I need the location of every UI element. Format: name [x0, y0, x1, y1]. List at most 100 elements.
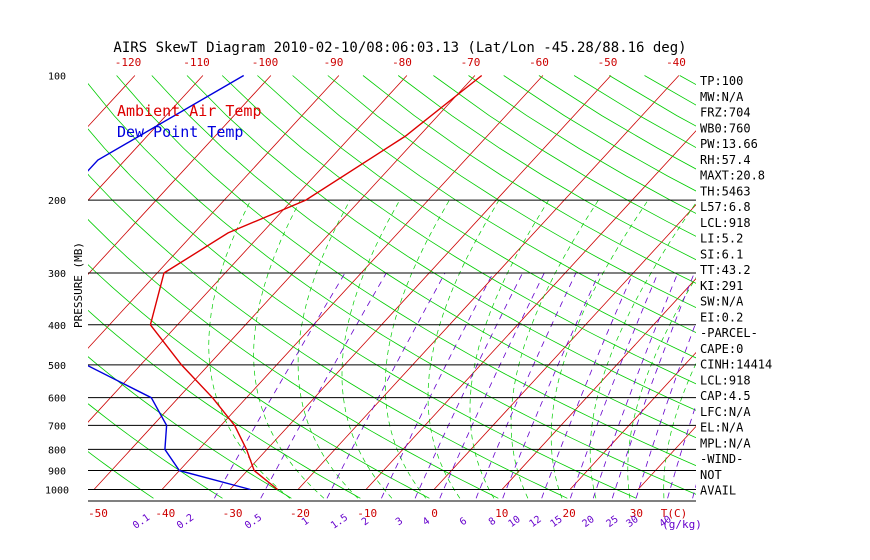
isotherm-line	[365, 130, 696, 490]
index-entry: PW:13.66	[700, 137, 758, 151]
moist-adiabat	[341, 199, 401, 499]
mixing-ratio-tick-label: 0.2	[175, 512, 196, 531]
top-temp-tick-label: -40	[666, 56, 686, 69]
isotherm-line	[774, 76, 870, 490]
index-entry: LCL:918	[700, 216, 751, 230]
top-temp-tick-label: -80	[392, 56, 412, 69]
top-temp-tick-label: -50	[598, 56, 618, 69]
bottom-temp-tick-label: -50	[88, 507, 108, 520]
index-entry: -WIND-	[700, 452, 743, 466]
mixing-ratio-units-label: (g/kg)	[662, 518, 702, 531]
index-entry: FRZ:704	[700, 106, 751, 120]
dry-adiabat	[327, 75, 696, 309]
isotherm-line	[93, 75, 476, 490]
index-entry: TH:5463	[700, 184, 751, 198]
bottom-temp-tick-label: -20	[290, 507, 310, 520]
mixing-ratio-line	[260, 272, 387, 499]
dry-adiabat	[88, 82, 696, 495]
index-entry: LI:5.2	[700, 232, 743, 246]
top-temp-tick-label: -110	[183, 56, 210, 69]
index-entry: NOT	[700, 468, 722, 482]
pressure-tick-label: 400	[48, 321, 66, 332]
mixing-ratio-line	[439, 272, 545, 499]
mixing-ratio-tick-label: 0.1	[131, 512, 152, 531]
dry-adiabat	[397, 75, 696, 261]
isotherm-line	[501, 278, 696, 490]
index-entry: MW:N/A	[700, 90, 744, 104]
index-entry: TT:43.2	[700, 263, 751, 277]
pressure-tick-label: 700	[48, 421, 66, 432]
mixing-ratio-tick-label: 3	[394, 516, 405, 528]
dry-adiabat	[88, 309, 361, 499]
ambient-temp-line	[149, 74, 483, 491]
dry-adiabat	[88, 218, 499, 499]
mixing-ratio-tick-label: 25	[604, 514, 620, 530]
top-temp-tick-label: -120	[115, 56, 142, 69]
legend: Ambient Air Temp Dew Point Temp	[117, 102, 262, 141]
mixing-ratio-tick-label: 0.5	[243, 512, 264, 531]
mixing-ratio-tick-label: 10	[506, 514, 522, 530]
moist-adiabat	[384, 199, 450, 499]
mixing-ratio-line	[502, 272, 600, 499]
bottom-temp-tick-label: 0	[431, 507, 438, 520]
index-entry: MPL:N/A	[700, 436, 751, 450]
index-entry: SW:N/A	[700, 295, 744, 309]
isotherm-line	[88, 75, 272, 275]
pressure-tick-label: 300	[48, 269, 66, 280]
index-entry: TP:100	[700, 74, 743, 88]
dry-adiabat	[88, 264, 430, 499]
isotherm-line	[842, 76, 870, 490]
mixing-ratio-line	[570, 272, 659, 499]
moist-adiabat	[589, 202, 696, 499]
mixing-ratio-tick-label: 1	[300, 516, 311, 528]
pressure-tick-label: 1000	[45, 486, 69, 497]
mixing-ratio-line	[541, 272, 634, 499]
moist-adiabat	[627, 277, 696, 499]
isotherm-line	[229, 75, 612, 490]
index-entry: EL:N/A	[700, 421, 744, 435]
mixing-ratio-tick-label: 8	[487, 516, 498, 528]
index-entry: CINH:14414	[700, 358, 772, 372]
dry-adiabat	[221, 75, 696, 385]
dry-adiabat	[433, 75, 696, 237]
isotherm-line	[88, 75, 204, 201]
moist-adiabat	[510, 199, 599, 499]
isotherm-line	[433, 204, 696, 490]
dry-adiabat	[88, 356, 292, 499]
index-entry: LFC:N/A	[700, 405, 751, 419]
mixing-ratio-line	[592, 272, 679, 499]
mixing-ratio-tick-label: 2	[360, 516, 371, 528]
mixing-ratio-line	[381, 272, 494, 499]
index-entry: RH:57.4	[700, 153, 751, 167]
mixing-ratio-line	[475, 272, 577, 499]
dry-adiabat	[151, 75, 696, 439]
mixing-ratio-tick-label: 20	[580, 514, 596, 530]
isobars	[88, 199, 696, 502]
mixing-ratio-line	[326, 272, 446, 499]
isotherm-line	[88, 75, 408, 423]
moist-adiabat	[208, 199, 291, 499]
legend-entry: Dew Point Temp	[117, 123, 243, 141]
pressure-tick-label: 800	[48, 445, 66, 456]
index-entry: EI:0.2	[700, 310, 743, 324]
moist-adiabat	[550, 199, 649, 499]
index-entry: MAXT:20.8	[700, 169, 765, 183]
mixing-ratio-tick-label: 1.5	[329, 512, 350, 531]
moist-adiabat	[297, 199, 359, 499]
bottom-temp-tick-label: 20	[562, 507, 575, 520]
index-entry: AVAIL	[700, 484, 736, 498]
index-entry: SI:6.1	[700, 247, 743, 261]
isotherm-line	[88, 75, 136, 128]
index-entry: CAPE:0	[700, 342, 743, 356]
index-entry: -PARCEL-	[700, 326, 758, 340]
dry-adiabat	[292, 75, 696, 333]
index-entry: LCL:918	[700, 373, 751, 387]
chart-title: AIRS SkewT Diagram 2010-02-10/08:06:03.1…	[113, 40, 686, 56]
bottom-temp-tick-label: -40	[155, 507, 175, 520]
dry-adiabat	[186, 75, 696, 411]
top-temp-tick-label: -100	[252, 56, 279, 69]
isotherm-line	[297, 75, 680, 490]
dry-adiabat	[362, 75, 696, 284]
dry-adiabat	[785, 76, 870, 499]
moist-adiabat	[469, 199, 549, 499]
